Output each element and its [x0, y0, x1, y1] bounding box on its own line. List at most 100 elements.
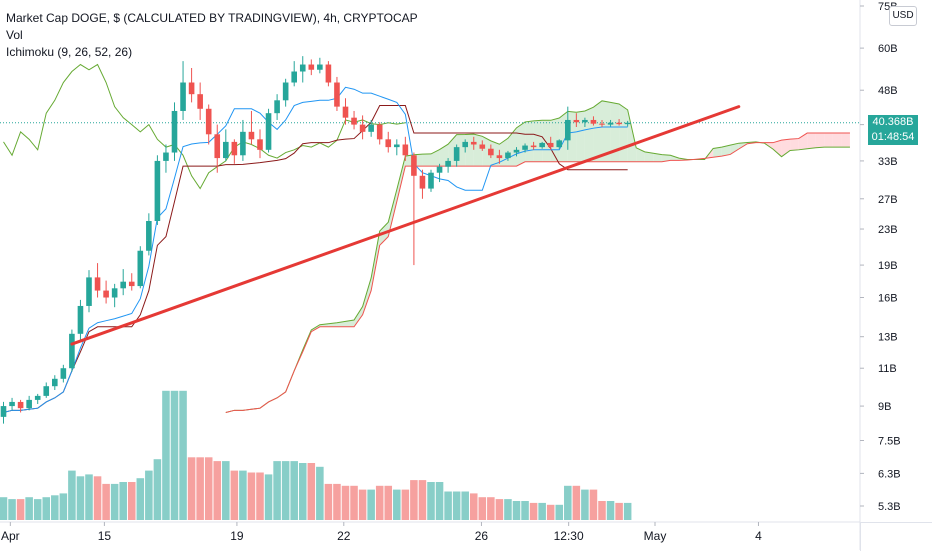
volume-bar	[367, 489, 375, 520]
volume-bar	[469, 493, 478, 520]
candle-body	[308, 64, 315, 70]
volume-bar	[615, 502, 623, 520]
x-tick-label: 19	[230, 529, 244, 543]
candle-body	[120, 281, 126, 289]
volume-bar	[564, 485, 572, 520]
volume-bar	[213, 461, 222, 520]
cloud-segment	[371, 231, 380, 291]
volume-bar	[290, 461, 298, 520]
volume-bar	[256, 472, 264, 520]
candle-body	[547, 142, 554, 148]
candle-body	[505, 152, 511, 159]
candle-body	[171, 110, 178, 153]
candle-body	[488, 148, 494, 156]
leading-span-a	[225, 100, 850, 413]
x-tick-label: 4	[755, 529, 762, 543]
cloud-segment	[661, 154, 671, 162]
volume-bar	[350, 485, 358, 520]
volume-bar	[145, 470, 153, 520]
cloud-segment	[815, 133, 825, 148]
volume-bar	[589, 489, 598, 520]
chart-settings-corner[interactable]	[860, 522, 932, 551]
volume-bar	[136, 478, 145, 520]
volume-bar	[222, 461, 230, 520]
cloud-segment	[465, 134, 474, 167]
candle-body	[128, 281, 135, 287]
volume-bar	[495, 499, 504, 520]
cloud-segment	[525, 120, 534, 162]
volume-bar	[16, 499, 25, 520]
y-tick-label: 13B	[878, 332, 898, 344]
candle-body	[43, 386, 50, 396]
currency-button[interactable]: USD	[889, 6, 917, 26]
candle-body	[291, 71, 297, 83]
y-tick-label: 5.3B	[878, 501, 901, 513]
cloud-segment	[482, 136, 491, 167]
cloud-segment	[730, 143, 739, 155]
conversion-line	[3, 86, 628, 413]
candle-body	[368, 124, 374, 132]
cloud-segment	[807, 133, 816, 149]
candle-body	[52, 378, 58, 387]
volume-bar	[435, 482, 444, 520]
volume-bar	[42, 497, 51, 520]
cloud-segment	[610, 102, 620, 162]
cloud-segment	[516, 121, 526, 167]
volume-bar	[307, 463, 316, 520]
cloud-segment	[653, 153, 662, 162]
candle-body	[539, 142, 545, 148]
cloud-segment	[439, 144, 449, 167]
candle-body	[274, 100, 280, 114]
cloud-segment	[550, 118, 560, 162]
candle-body	[9, 401, 15, 407]
candle-body	[69, 333, 75, 369]
ichimoku-indicator-label[interactable]: Ichimoku (9, 26, 52, 26)	[6, 45, 133, 59]
volume-bar	[341, 485, 350, 520]
volume-bar	[196, 457, 204, 520]
candle-body	[462, 141, 468, 148]
volume-bar	[427, 482, 435, 520]
candle-body	[240, 131, 246, 156]
candle-body	[86, 277, 92, 306]
volume-bar	[581, 489, 589, 520]
volume-bar	[410, 480, 418, 520]
candle-body	[445, 160, 451, 167]
cloud-segment	[584, 107, 594, 162]
volume-bar	[230, 470, 239, 520]
volume-bar	[239, 470, 247, 520]
x-tick-label: Apr	[1, 529, 20, 543]
candle-body	[428, 172, 434, 189]
candle-body	[180, 82, 186, 111]
lagging-span	[3, 63, 406, 190]
cloud-segment	[362, 277, 372, 315]
x-tick-label: 15	[98, 529, 112, 543]
bar-countdown: 01:48:54	[871, 131, 915, 143]
volume-bar	[512, 501, 521, 520]
x-tick-label: 26	[475, 529, 489, 543]
cloud-segment	[832, 133, 842, 148]
volume-bar	[187, 457, 196, 520]
volume-bar	[51, 495, 59, 520]
y-tick-label: 19B	[878, 260, 898, 272]
y-tick-label: 48B	[878, 85, 898, 97]
cloud-segment	[773, 140, 782, 157]
candle-body	[359, 124, 366, 132]
candle-body	[0, 406, 7, 417]
candle-body	[394, 144, 400, 148]
candle-body	[624, 122, 631, 125]
symbol-title[interactable]: Market Cap DOGE, $ (CALCULATED BY TRADIN…	[6, 11, 418, 25]
candle-body	[248, 131, 255, 140]
volume-bar	[110, 483, 119, 520]
volume-bar	[504, 499, 512, 520]
trendline-layer[interactable]	[70, 105, 741, 346]
volume-bar	[461, 491, 469, 520]
cloud-segment	[781, 139, 791, 157]
candle-body	[17, 401, 24, 409]
candle-body	[334, 82, 340, 107]
volume-indicator-label[interactable]: Vol	[6, 28, 23, 42]
volume-bar	[606, 501, 615, 520]
cloud-segment	[533, 120, 543, 162]
candle-body	[513, 149, 520, 153]
last-price-value: 40.368B	[872, 116, 914, 128]
